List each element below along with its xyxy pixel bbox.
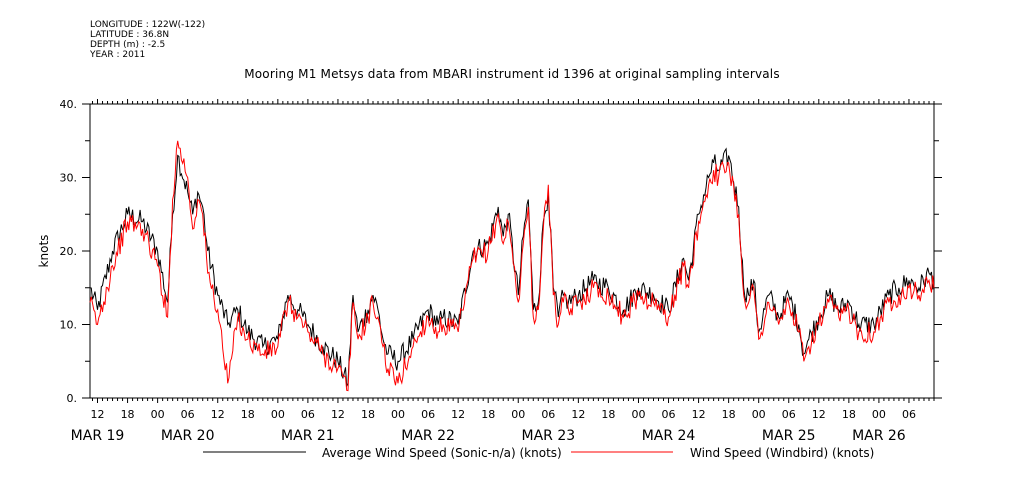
y-tick-label: 0. bbox=[67, 392, 78, 405]
chart-title: Mooring M1 Metsys data from MBARI instru… bbox=[244, 67, 780, 81]
y-axis-ticks bbox=[82, 103, 942, 399]
series-layer bbox=[89, 140, 935, 392]
meta-longitude: LONGITUDE : 122W(-122) bbox=[90, 20, 206, 30]
x-hour-label: 18 bbox=[722, 408, 736, 421]
x-hour-label: 12 bbox=[91, 408, 105, 421]
bottom-ticks bbox=[92, 398, 935, 403]
x-hour-labels: 12 18 00 06 12 18 00 06 12 18 00 06 12 18 00 06 12 18 00 06… bbox=[91, 408, 916, 421]
legend-label-windbird: Wind Speed (Windbird) (knots) bbox=[690, 446, 874, 460]
x-hour-label: 12 bbox=[451, 408, 465, 421]
metadata-block: LONGITUDE : 122W(-122) LATITUDE : 36.8N … bbox=[90, 20, 205, 60]
x-day-label: MAR 19 bbox=[71, 428, 125, 444]
x-hour-label: 18 bbox=[842, 408, 856, 421]
x-hour-label: 06 bbox=[782, 408, 796, 421]
x-hour-label: 06 bbox=[902, 408, 916, 421]
x-hour-label: 18 bbox=[361, 408, 375, 421]
y-tick-label: 30. bbox=[60, 172, 78, 185]
x-hour-label: 00 bbox=[391, 408, 405, 421]
x-day-label: MAR 26 bbox=[852, 428, 906, 444]
y-axis-label: knots bbox=[37, 235, 51, 268]
x-day-label: MAR 20 bbox=[161, 428, 215, 444]
x-day-label: MAR 23 bbox=[521, 428, 575, 444]
x-hour-label: 12 bbox=[331, 408, 345, 421]
x-day-label: MAR 21 bbox=[281, 428, 335, 444]
meta-year: YEAR : 2011 bbox=[90, 50, 146, 60]
top-ticks bbox=[92, 99, 935, 104]
x-hour-label: 00 bbox=[872, 408, 886, 421]
x-hour-label: 12 bbox=[571, 408, 585, 421]
y-tick-label: 10. bbox=[60, 319, 78, 332]
meta-latitude: LATITUDE : 36.8N bbox=[90, 30, 170, 40]
x-hour-label: 06 bbox=[421, 408, 435, 421]
x-day-label: MAR 22 bbox=[401, 428, 455, 444]
x-day-labels: MAR 19 MAR 20 MAR 21 MAR 22 MAR 23 MAR 24 MAR … bbox=[71, 428, 906, 444]
x-hour-label: 00 bbox=[271, 408, 285, 421]
x-hour-label: 18 bbox=[241, 408, 255, 421]
y-tick-label: 20. bbox=[60, 245, 78, 258]
x-hour-label: 00 bbox=[511, 408, 525, 421]
y-tick-labels: 0. 10. 20. 30. 40. bbox=[60, 98, 78, 405]
x-hour-label: 00 bbox=[752, 408, 766, 421]
x-hour-label: 06 bbox=[662, 408, 676, 421]
x-hour-label: 18 bbox=[481, 408, 495, 421]
x-day-label: MAR 24 bbox=[642, 428, 696, 444]
x-hour-label: 18 bbox=[601, 408, 615, 421]
x-day-label: MAR 25 bbox=[762, 428, 816, 444]
x-hour-label: 06 bbox=[541, 408, 555, 421]
x-hour-label: 00 bbox=[151, 408, 165, 421]
x-hour-label: 06 bbox=[181, 408, 195, 421]
legend-label-sonic: Average Wind Speed (Sonic-n/a) (knots) bbox=[322, 446, 562, 460]
series-windbird-wind-speed-line bbox=[89, 140, 935, 392]
x-hour-label: 18 bbox=[121, 408, 135, 421]
y-tick-label: 40. bbox=[60, 98, 78, 111]
series-average-wind-speed-line bbox=[89, 147, 935, 388]
x-hour-label: 12 bbox=[211, 408, 225, 421]
x-hour-label: 12 bbox=[812, 408, 826, 421]
legend: Average Wind Speed (Sonic-n/a) (knots) W… bbox=[203, 446, 874, 460]
x-hour-label: 12 bbox=[692, 408, 706, 421]
meta-depth: DEPTH (m) : -2.5 bbox=[90, 40, 166, 50]
x-hour-label: 06 bbox=[301, 408, 315, 421]
x-hour-label: 00 bbox=[631, 408, 645, 421]
